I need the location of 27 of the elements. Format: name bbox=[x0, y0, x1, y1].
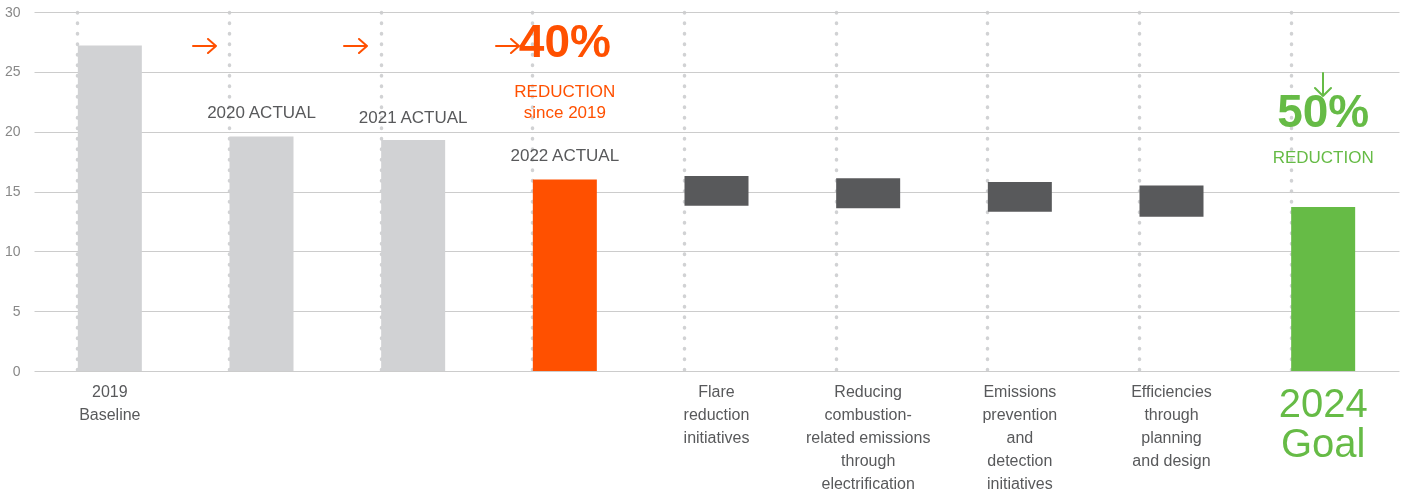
annotation: 2020 ACTUAL bbox=[207, 103, 316, 123]
x-tick-label: Flare reduction initiatives bbox=[683, 382, 750, 446]
bar bbox=[987, 181, 1052, 212]
annotation: REDUCTION bbox=[1272, 148, 1374, 168]
y-tick-label: 20 bbox=[4, 123, 21, 140]
annotation: 2022 ACTUAL bbox=[510, 145, 620, 165]
bar bbox=[836, 178, 901, 209]
annotation: REDUCTION bbox=[514, 81, 616, 101]
bar bbox=[1291, 207, 1356, 371]
annotation: since 2019 bbox=[523, 102, 606, 122]
y-tick-label: 0 bbox=[12, 362, 21, 379]
annotation: 2021 ACTUAL bbox=[358, 108, 468, 128]
annotation: 50% bbox=[1277, 85, 1370, 138]
y-tick-label: 30 bbox=[4, 3, 21, 20]
x-tick-label: Efficiencies through planning and design bbox=[1131, 382, 1212, 469]
y-tick-label: 10 bbox=[4, 242, 21, 259]
bar bbox=[1139, 185, 1204, 217]
bar bbox=[684, 175, 749, 206]
y-tick-label: 25 bbox=[4, 63, 21, 80]
x-tick-label: 2024 Goal bbox=[1278, 381, 1368, 465]
x-tick-label: Reducing combustion- related emissions through electrification bbox=[805, 382, 931, 492]
y-tick-label: 5 bbox=[12, 302, 21, 319]
x-tick-label: Emissions prevention and detection initiatives bbox=[982, 382, 1058, 492]
annotation: 40% bbox=[518, 14, 611, 67]
bar bbox=[532, 179, 597, 371]
y-tick-label: 15 bbox=[4, 183, 21, 199]
x-tick-label: 2019 Baseline bbox=[79, 382, 141, 423]
